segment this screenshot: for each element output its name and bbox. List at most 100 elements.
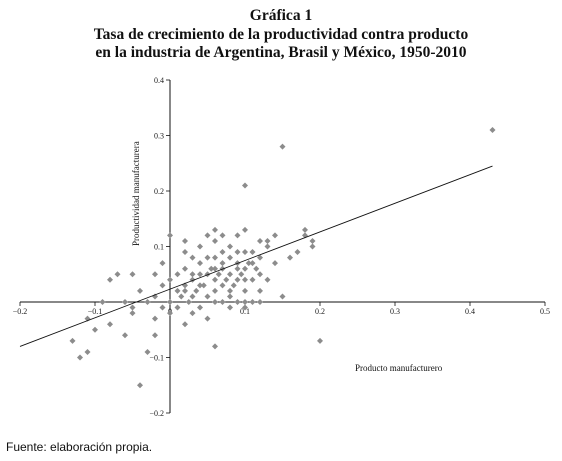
data-point xyxy=(185,299,192,305)
data-point xyxy=(309,243,316,250)
data-points xyxy=(69,126,496,389)
data-point xyxy=(137,287,143,294)
data-point xyxy=(257,287,263,294)
data-point xyxy=(249,249,256,256)
data-point xyxy=(242,226,248,233)
axes: −0.2−0.100.10.20.30.40.5−0.2−0.10.10.20.… xyxy=(13,76,550,418)
data-point xyxy=(197,243,203,250)
data-point xyxy=(215,271,222,278)
data-point xyxy=(302,226,308,233)
data-point xyxy=(159,260,166,267)
y-tick-label: −0.2 xyxy=(149,409,164,418)
data-point xyxy=(204,254,211,261)
data-point xyxy=(182,265,188,272)
data-point xyxy=(114,271,121,278)
x-tick-label: −0.1 xyxy=(88,307,103,316)
data-point xyxy=(204,232,211,239)
data-point xyxy=(167,276,173,283)
data-point xyxy=(152,332,158,339)
data-point xyxy=(227,271,233,278)
x-tick-label: −0.2 xyxy=(13,307,28,316)
data-point xyxy=(174,271,181,278)
data-point xyxy=(77,354,83,361)
data-point xyxy=(242,276,248,283)
y-tick-label: 0.2 xyxy=(154,187,164,196)
data-point xyxy=(219,232,226,239)
data-point xyxy=(272,260,278,267)
y-tick-label: 0.3 xyxy=(154,132,164,141)
data-point xyxy=(174,287,181,294)
data-point xyxy=(204,315,211,322)
data-point xyxy=(257,237,263,244)
data-point xyxy=(204,293,211,300)
data-point xyxy=(129,310,136,317)
data-point xyxy=(227,293,233,300)
source-note: Fuente: elaboración propia. xyxy=(6,440,153,454)
chart-title-line-2: Tasa de crecimiento de la productividad … xyxy=(93,25,469,43)
data-point xyxy=(317,337,323,344)
data-point xyxy=(223,276,230,283)
data-point xyxy=(212,254,218,261)
data-point xyxy=(159,304,166,311)
data-point xyxy=(212,343,218,350)
data-point xyxy=(212,299,218,305)
data-point xyxy=(249,299,256,305)
data-point xyxy=(287,254,293,261)
data-point xyxy=(69,337,76,344)
data-point xyxy=(212,226,218,233)
data-point xyxy=(234,299,241,305)
data-point xyxy=(107,321,113,328)
data-point xyxy=(189,271,196,278)
data-point xyxy=(84,348,91,355)
data-point xyxy=(178,293,185,300)
x-tick-label: 0.3 xyxy=(390,307,400,316)
x-tick-label: 0.2 xyxy=(315,307,325,316)
y-tick-label: −0.1 xyxy=(149,354,164,363)
data-point xyxy=(242,265,248,272)
data-point xyxy=(219,282,226,289)
data-point xyxy=(189,293,196,300)
y-tick-label: 0.1 xyxy=(154,243,164,252)
data-point xyxy=(92,326,98,333)
data-point xyxy=(174,304,181,311)
data-point xyxy=(182,249,188,256)
data-point xyxy=(279,143,286,150)
data-point xyxy=(227,287,233,294)
data-point xyxy=(182,321,188,328)
data-point xyxy=(219,249,226,256)
data-point xyxy=(99,299,106,305)
data-point xyxy=(167,310,173,317)
x-axis-label: Producto manufacturero xyxy=(355,363,443,373)
data-point xyxy=(242,287,248,294)
data-point xyxy=(234,249,241,256)
x-tick-label: 0.1 xyxy=(240,307,250,316)
data-point xyxy=(257,271,263,278)
data-point xyxy=(107,276,113,283)
data-point xyxy=(122,332,128,339)
data-point xyxy=(200,282,207,289)
chart-title-line-3: en la industria de Argentina, Brasil y M… xyxy=(95,44,467,61)
data-point xyxy=(197,304,203,311)
data-point xyxy=(227,254,233,261)
data-point xyxy=(227,243,233,250)
data-point xyxy=(264,243,271,250)
y-tick-label: 0.4 xyxy=(154,76,164,85)
data-point xyxy=(197,271,203,278)
y-axis-label: Productividad manufacturera xyxy=(131,141,141,246)
x-tick-label: 0.4 xyxy=(465,307,475,316)
data-point xyxy=(152,315,158,322)
data-point xyxy=(129,304,136,311)
data-point xyxy=(137,382,143,389)
data-point xyxy=(309,237,316,244)
data-point xyxy=(257,299,263,305)
data-point xyxy=(152,293,158,300)
data-point xyxy=(212,237,218,244)
data-point xyxy=(189,310,196,317)
data-point xyxy=(294,249,301,256)
data-point xyxy=(197,260,203,267)
axis-labels: Producto manufacturero Productividad man… xyxy=(131,141,443,373)
data-point xyxy=(264,276,271,283)
data-point xyxy=(219,299,226,305)
data-point xyxy=(234,265,241,272)
